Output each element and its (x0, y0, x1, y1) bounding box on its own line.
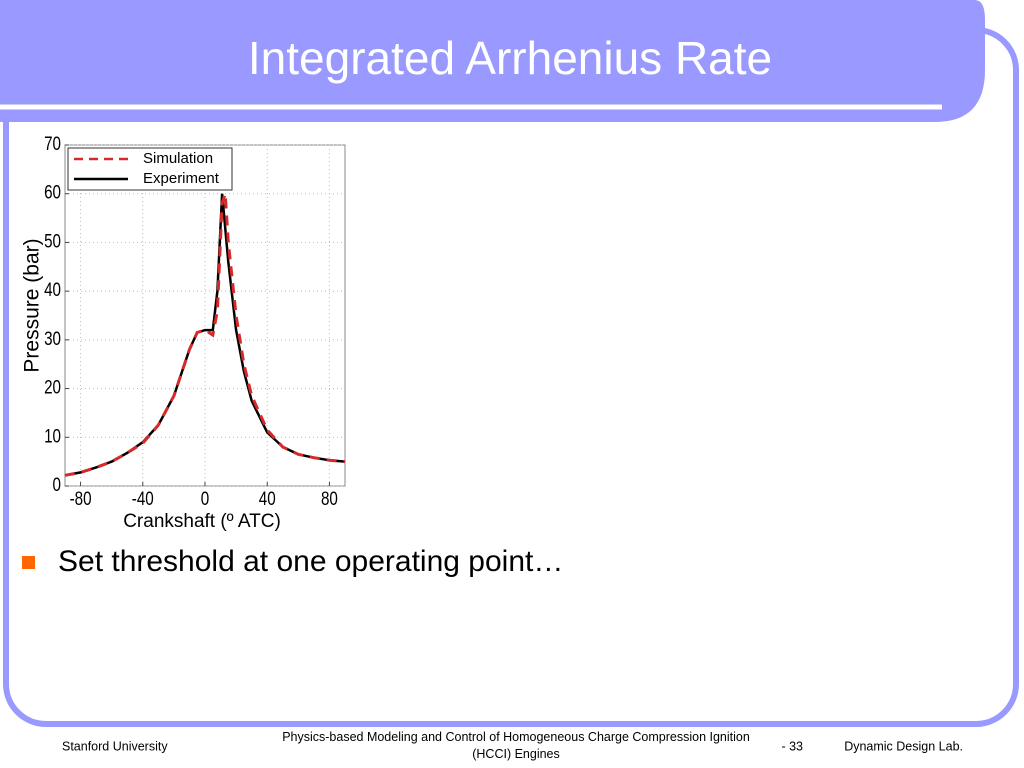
footer-center: Physics-based Modeling and Control of Ho… (282, 730, 750, 761)
legend-label: Experiment (143, 170, 220, 187)
x-tick-label: 0 (201, 487, 209, 509)
y-tick-label: 30 (44, 327, 61, 349)
footer-right: Dynamic Design Lab. (844, 739, 963, 753)
x-tick-label: -40 (132, 487, 154, 509)
y-tick-label: 70 (44, 132, 61, 154)
x-tick-label: -80 (70, 487, 92, 509)
x-axis-label: Crankshaft (º ATC) (123, 511, 281, 532)
slide-title: Integrated Arrhenius Rate (248, 32, 772, 84)
plot-area (64, 144, 346, 487)
y-tick-label: 60 (44, 181, 61, 203)
x-tick-label: 40 (259, 487, 276, 509)
series-line (64, 193, 346, 477)
y-tick-label: 50 (44, 230, 61, 252)
bullet-text: Set threshold at one operating point… (58, 545, 563, 578)
y-tick-label: 0 (53, 473, 61, 495)
y-axis-label: Pressure (bar) (21, 238, 44, 372)
bullet-mark (22, 556, 35, 569)
x-tick-label: 80 (321, 487, 338, 509)
legend-label: Simulation (143, 150, 213, 167)
legend-box (67, 147, 233, 191)
title-band (0, 0, 985, 122)
y-tick-label: 10 (44, 425, 61, 447)
footer-page: - 33 (781, 739, 803, 753)
y-tick-label: 20 (44, 376, 61, 398)
y-tick-label: 40 (44, 278, 61, 300)
footer-left: Stanford University (62, 739, 168, 753)
